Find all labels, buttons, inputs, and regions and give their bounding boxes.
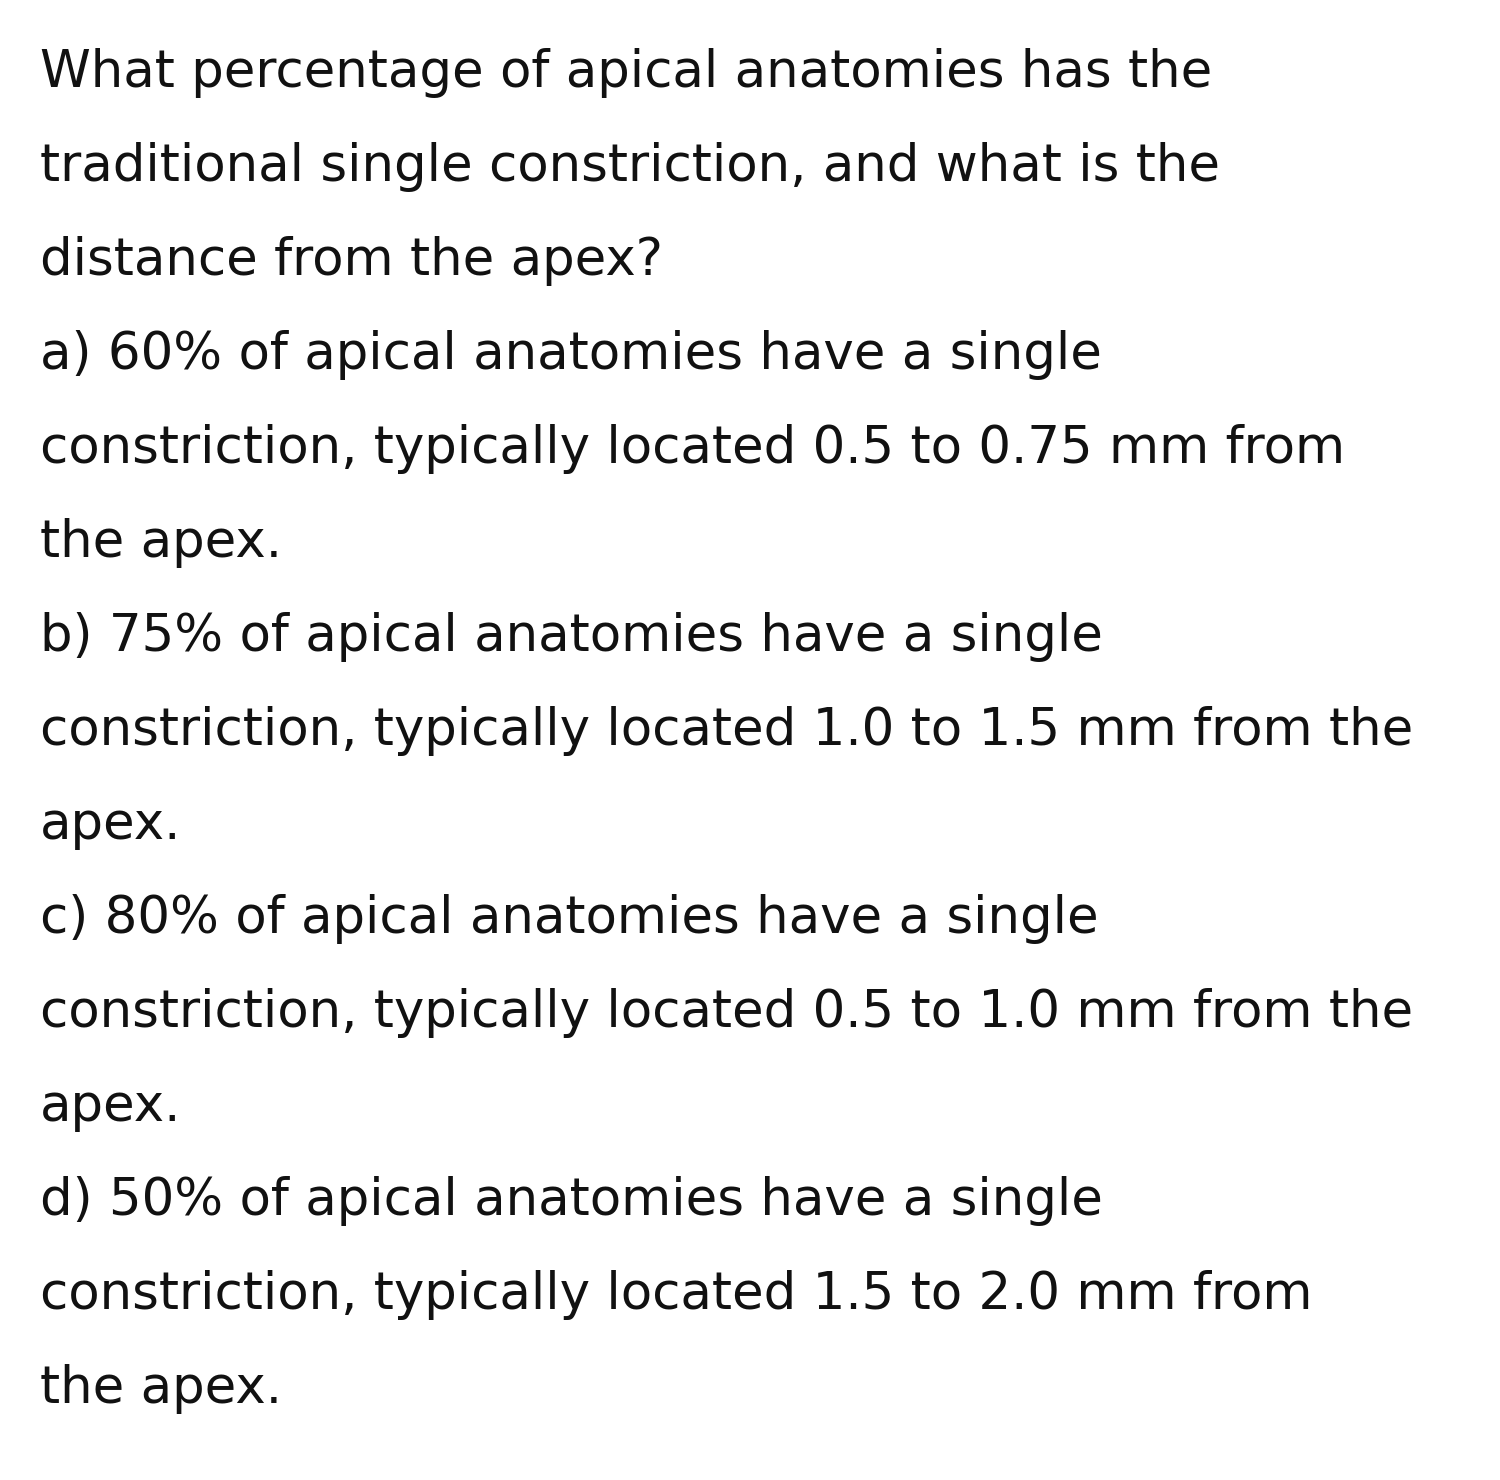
Text: c) 80% of apical anatomies have a single: c) 80% of apical anatomies have a single bbox=[40, 894, 1098, 944]
Text: distance from the apex?: distance from the apex? bbox=[40, 235, 663, 286]
Text: apex.: apex. bbox=[40, 801, 182, 850]
Text: apex.: apex. bbox=[40, 1082, 182, 1132]
Text: constriction, typically located 1.5 to 2.0 mm from: constriction, typically located 1.5 to 2… bbox=[40, 1270, 1312, 1320]
Text: the apex.: the apex. bbox=[40, 518, 282, 568]
Text: b) 75% of apical anatomies have a single: b) 75% of apical anatomies have a single bbox=[40, 613, 1102, 662]
Text: traditional single constriction, and what is the: traditional single constriction, and wha… bbox=[40, 142, 1219, 192]
Text: the apex.: the apex. bbox=[40, 1365, 282, 1413]
Text: constriction, typically located 0.5 to 1.0 mm from the: constriction, typically located 0.5 to 1… bbox=[40, 989, 1413, 1037]
Text: constriction, typically located 1.0 to 1.5 mm from the: constriction, typically located 1.0 to 1… bbox=[40, 706, 1413, 756]
Text: d) 50% of apical anatomies have a single: d) 50% of apical anatomies have a single bbox=[40, 1177, 1102, 1225]
Text: What percentage of apical anatomies has the: What percentage of apical anatomies has … bbox=[40, 47, 1212, 98]
Text: a) 60% of apical anatomies have a single: a) 60% of apical anatomies have a single bbox=[40, 330, 1102, 380]
Text: constriction, typically located 0.5 to 0.75 mm from: constriction, typically located 0.5 to 0… bbox=[40, 423, 1346, 474]
